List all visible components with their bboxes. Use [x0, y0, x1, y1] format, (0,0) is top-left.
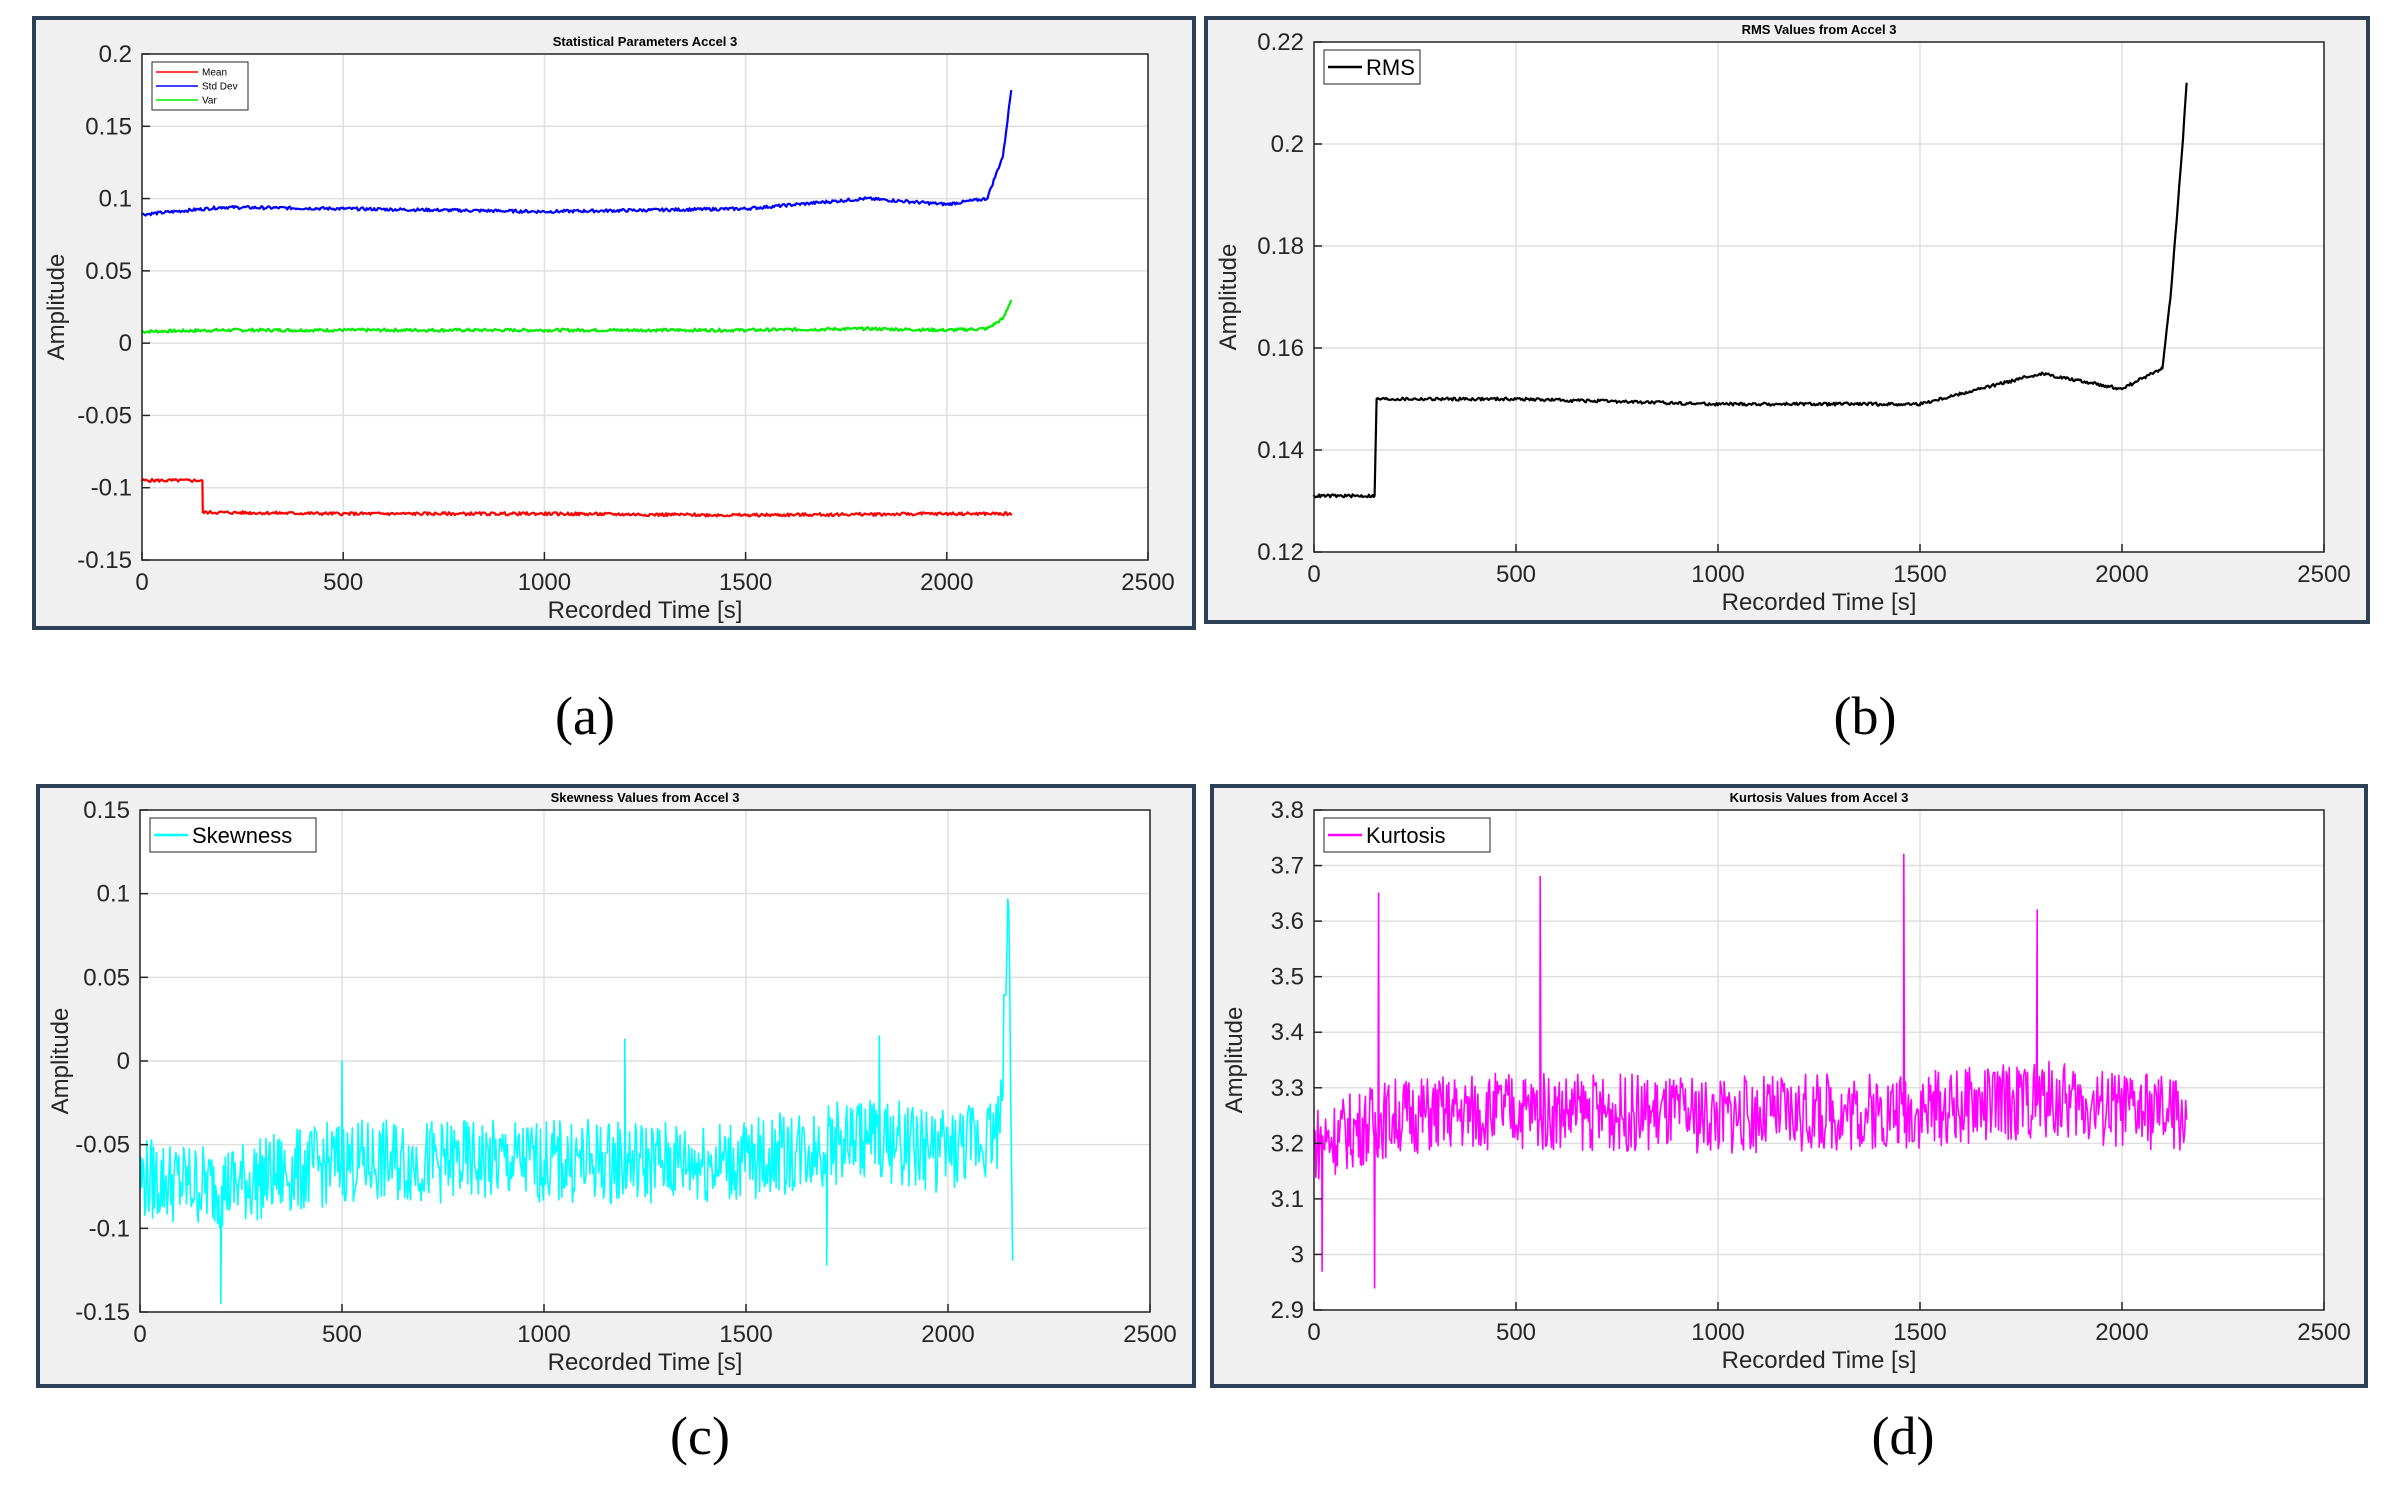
y-tick-label: 3.2 — [1271, 1130, 1304, 1157]
x-axis-label: Recorded Time [s] — [1722, 1347, 1917, 1374]
x-tick-label: 2500 — [1123, 1321, 1176, 1348]
chart-title: Skewness Values from Accel 3 — [551, 790, 740, 805]
series-line-mean — [140, 477, 1013, 518]
y-tick-label: 0.12 — [1257, 539, 1304, 566]
plot-area — [142, 54, 1148, 560]
x-tick-label: 1500 — [719, 569, 772, 596]
axes-box — [1313, 809, 2325, 1311]
y-tick-label: 3.3 — [1271, 1075, 1304, 1102]
y-tick-label: 0.22 — [1257, 29, 1304, 56]
x-tick-label: 2000 — [2095, 561, 2148, 588]
legend-box — [1323, 817, 1491, 853]
legend-label: Var — [202, 96, 217, 107]
chart-title: RMS Values from Accel 3 — [1742, 22, 1897, 37]
legend-label: RMS — [1366, 55, 1415, 80]
panel-c: 0 500 1000 1500 2000 2500 -0.15 -0.1 -0.05 0 0.05 0… — [36, 784, 1196, 1388]
x-tick-label: 0 — [1307, 1319, 1320, 1346]
legend-label: Skewness — [192, 823, 292, 848]
y-tick-label: -0.05 — [77, 402, 132, 429]
x-tick-label: 500 — [1496, 1319, 1536, 1346]
x-tick-label: 2000 — [920, 569, 973, 596]
y-tick-label: 0.16 — [1257, 335, 1304, 362]
y-tick-label: 0.2 — [1271, 131, 1304, 158]
plot-area — [1314, 810, 2324, 1310]
panel-a: 0 500 1000 1500 2000 2500 -0.15 -0.1 -0.05 0 0.05 0… — [32, 16, 1196, 630]
series-line-rms — [1312, 82, 2188, 499]
legend-label: Mean — [202, 68, 227, 79]
y-tick-label: 0.1 — [99, 186, 132, 213]
y-tick-label: -0.1 — [91, 475, 132, 502]
x-tick-label: 0 — [1307, 561, 1320, 588]
x-tick-label: 2000 — [2095, 1319, 2148, 1346]
caption-c: (c) — [670, 1406, 730, 1466]
y-axis-label: Amplitude — [1215, 244, 1242, 351]
x-tick-label: 0 — [135, 569, 148, 596]
y-tick-label: -0.15 — [75, 1299, 130, 1326]
x-axis-label: Recorded Time [s] — [1722, 589, 1917, 616]
y-tick-label: 3.5 — [1271, 964, 1304, 991]
x-tick-label: 1000 — [518, 569, 571, 596]
chart-b: 0 500 1000 1500 2000 2500 0.12 0.14 0.16 0.18 0.2 0… — [1215, 22, 2351, 616]
axes-box — [1313, 41, 2325, 553]
y-tick-label: 0 — [117, 1048, 130, 1075]
x-tick-label: 2500 — [2297, 561, 2350, 588]
y-tick-label: 3.8 — [1271, 797, 1304, 824]
x-tick-label: 2000 — [921, 1321, 974, 1348]
chart-c: 0 500 1000 1500 2000 2500 -0.15 -0.1 -0.05 0 0.05 0… — [47, 790, 1177, 1376]
y-axis-label: Amplitude — [47, 1008, 74, 1115]
legend-label: Std Dev — [202, 82, 238, 93]
y-tick-label: -0.1 — [89, 1215, 130, 1242]
y-tick-label: 3.1 — [1271, 1186, 1304, 1213]
x-tick-label: 1000 — [1691, 561, 1744, 588]
y-tick-label: 2.9 — [1271, 1297, 1304, 1324]
x-axis-label: Recorded Time [s] — [548, 597, 743, 624]
panel-b: 0 500 1000 1500 2000 2500 0.12 0.14 0.16 0.18 0.2 0… — [1204, 16, 2370, 624]
y-tick-label: 0.15 — [83, 797, 130, 824]
panel-d: 0 500 1000 1500 2000 2500 2.9 3 3.1 3.2 3.3 3.4 3.5 3… — [1210, 784, 2368, 1388]
y-tick-label: 3.4 — [1271, 1019, 1304, 1046]
chart-a: 0 500 1000 1500 2000 2500 -0.15 -0.1 -0.05 0 0.05 0… — [43, 34, 1175, 624]
series-line-std-dev — [140, 89, 1013, 217]
x-tick-label: 2500 — [2297, 1319, 2350, 1346]
x-axis-label: Recorded Time [s] — [548, 1349, 743, 1376]
chart-title: Statistical Parameters Accel 3 — [553, 34, 738, 49]
caption-d: (d) — [1871, 1406, 1935, 1466]
caption-b: (b) — [1833, 686, 1897, 746]
x-tick-label: 500 — [1496, 561, 1536, 588]
series-line-skewness — [139, 898, 1014, 1305]
caption-a: (a) — [555, 686, 615, 746]
y-tick-label: 0.14 — [1257, 437, 1304, 464]
y-tick-label: 3.6 — [1271, 908, 1304, 935]
x-tick-label: 1000 — [517, 1321, 570, 1348]
series-line-kurtosis — [1313, 853, 2188, 1289]
x-tick-label: 0 — [133, 1321, 146, 1348]
y-tick-label: 0.18 — [1257, 233, 1304, 260]
chart-d: 0 500 1000 1500 2000 2500 2.9 3 3.1 3.2 3.3 3.4 3.5 3… — [1221, 790, 2351, 1374]
y-tick-label: 3.7 — [1271, 853, 1304, 880]
y-tick-label: 0.15 — [85, 113, 132, 140]
y-tick-label: -0.05 — [75, 1132, 130, 1159]
x-tick-label: 1500 — [1893, 561, 1946, 588]
x-tick-label: 1500 — [719, 1321, 772, 1348]
plot-area — [1314, 42, 2324, 552]
y-tick-label: 0.05 — [85, 258, 132, 285]
y-tick-label: 0.2 — [99, 41, 132, 68]
y-tick-label: -0.15 — [77, 547, 132, 574]
y-axis-label: Amplitude — [1221, 1007, 1248, 1114]
x-tick-label: 500 — [322, 1321, 362, 1348]
legend-label: Kurtosis — [1366, 823, 1445, 848]
x-tick-label: 500 — [323, 569, 363, 596]
y-axis-label: Amplitude — [43, 254, 70, 361]
chart-title: Kurtosis Values from Accel 3 — [1730, 790, 1909, 805]
y-tick-label: 0.05 — [83, 964, 130, 991]
x-tick-label: 2500 — [1121, 569, 1174, 596]
y-tick-label: 0.1 — [97, 881, 130, 908]
series-line-var — [141, 299, 1013, 334]
y-tick-label: 3 — [1291, 1241, 1304, 1268]
x-tick-label: 1000 — [1691, 1319, 1744, 1346]
axes-box — [141, 53, 1149, 561]
y-tick-label: 0 — [119, 330, 132, 357]
x-tick-label: 1500 — [1893, 1319, 1946, 1346]
